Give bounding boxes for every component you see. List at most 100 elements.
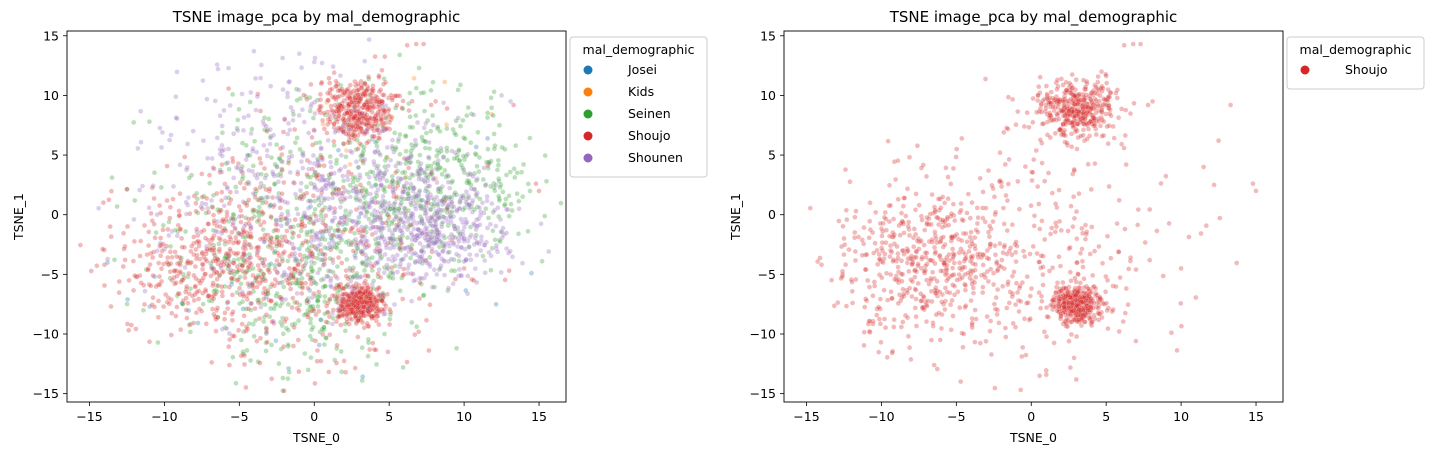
- scatter-point-shoujo: [843, 303, 850, 309]
- scatter-point-shoujo: [339, 260, 345, 266]
- scatter-point-shoujo: [185, 260, 191, 266]
- scatter-point-shoujo: [836, 218, 842, 224]
- scatter-point-shoujo: [817, 255, 823, 261]
- scatter-point-shounen: [154, 212, 160, 218]
- scatter-point-seinen: [248, 357, 254, 364]
- scatter-point-shoujo: [299, 290, 305, 297]
- scatter-point-shoujo: [1142, 239, 1148, 246]
- scatter-point-shounen: [412, 143, 418, 149]
- scatter-point-shounen: [292, 191, 299, 197]
- scatter-point-shoujo: [1099, 260, 1106, 266]
- scatter-point-seinen: [338, 348, 344, 355]
- scatter-point-shoujo: [938, 257, 944, 263]
- scatter-point-shoujo: [887, 254, 893, 260]
- scatter-point-shoujo: [915, 280, 921, 287]
- scatter-point-shounen: [440, 154, 446, 161]
- scatter-point-shounen: [348, 240, 355, 246]
- scatter-point-shoujo: [214, 223, 220, 229]
- scatter-point-shoujo: [861, 342, 867, 349]
- scatter-point-shoujo: [304, 96, 310, 102]
- scatter-point-shounen: [379, 128, 385, 134]
- scatter-point-shoujo: [968, 268, 974, 274]
- scatter-point-shounen: [441, 100, 447, 106]
- scatter-point-shoujo: [1056, 101, 1062, 107]
- scatter-point-josei: [485, 135, 491, 142]
- scatter-point-shounen: [255, 171, 261, 177]
- scatter-point-shoujo: [950, 165, 957, 172]
- scatter-point-shounen: [360, 193, 366, 199]
- scatter-point-kids: [384, 154, 390, 160]
- scatter-point-shounen: [240, 127, 247, 133]
- scatter-point-shounen: [417, 188, 423, 194]
- scatter-point-shoujo: [974, 205, 980, 211]
- scatter-point-shounen: [169, 228, 175, 234]
- scatter-point-seinen: [414, 324, 420, 330]
- scatter-point-shounen: [311, 59, 317, 65]
- scatter-point-seinen: [343, 208, 349, 214]
- scatter-point-shoujo: [895, 251, 901, 257]
- scatter-point-seinen: [287, 149, 294, 155]
- scatter-point-shoujo: [859, 252, 865, 258]
- scatter-point-shounen: [347, 267, 353, 274]
- scatter-point-shoujo: [1060, 279, 1066, 286]
- scatter-point-seinen: [307, 304, 313, 310]
- scatter-point-shounen: [150, 183, 156, 189]
- scatter-point-shounen: [296, 112, 302, 119]
- scatter-point-shounen: [267, 203, 273, 210]
- scatter-point-shoujo: [336, 109, 342, 115]
- scatter-point-shoujo: [360, 319, 366, 326]
- scatter-point-shounen: [426, 242, 432, 248]
- scatter-point-shoujo: [327, 80, 333, 86]
- scatter-point-shoujo: [210, 306, 216, 312]
- scatter-point-shounen: [253, 107, 259, 113]
- scatter-point-shoujo: [321, 163, 327, 169]
- scatter-point-shoujo: [1030, 95, 1036, 102]
- scatter-point-shounen: [434, 194, 440, 200]
- scatter-point-shoujo: [371, 347, 378, 353]
- legend-label-seinen: Seinen: [628, 106, 671, 121]
- scatter-point-shounen: [354, 220, 361, 226]
- scatter-point-shoujo: [1086, 120, 1092, 126]
- scatter-point-shoujo: [350, 132, 356, 138]
- scatter-point-shoujo: [365, 74, 372, 80]
- scatter-point-shounen: [298, 180, 304, 186]
- scatter-point-shoujo: [944, 289, 950, 295]
- scatter-point-seinen: [285, 327, 291, 333]
- scatter-point-shoujo: [151, 195, 157, 202]
- scatter-point-shoujo: [905, 333, 912, 339]
- scatter-point-shoujo: [387, 321, 393, 328]
- scatter-point-shoujo: [246, 197, 252, 203]
- scatter-point-shounen: [342, 214, 348, 220]
- scatter-point-shoujo: [270, 194, 276, 201]
- scatter-point-shounen: [308, 238, 314, 244]
- scatter-point-shoujo: [174, 304, 180, 310]
- scatter-point-shoujo: [426, 347, 432, 354]
- scatter-point-shounen: [295, 169, 301, 175]
- scatter-point-shoujo: [1001, 244, 1007, 250]
- scatter-point-shoujo: [255, 300, 262, 306]
- scatter-point-seinen: [430, 79, 436, 85]
- scatter-point-shoujo: [1104, 80, 1110, 86]
- scatter-point-shounen: [284, 90, 291, 96]
- scatter-point-shoujo: [155, 298, 162, 304]
- scatter-point-seinen: [457, 82, 464, 88]
- scatter-point-shounen: [451, 192, 457, 198]
- scatter-point-shoujo: [230, 260, 237, 266]
- scatter-point-shoujo: [904, 186, 911, 192]
- scatter-point-seinen: [183, 228, 189, 235]
- scatter-point-shounen: [519, 260, 526, 266]
- scatter-point-shoujo: [412, 332, 418, 338]
- scatter-point-shoujo: [1040, 264, 1046, 270]
- scatter-point-shounen: [418, 161, 424, 167]
- scatter-point-shounen: [472, 266, 478, 272]
- scatter-point-shoujo: [343, 369, 349, 375]
- scatter-point-shoujo: [1066, 108, 1072, 114]
- scatter-point-shounen: [329, 310, 336, 317]
- scatter-point-seinen: [491, 146, 498, 152]
- scatter-point-shoujo: [1088, 90, 1094, 96]
- scatter-point-seinen: [359, 345, 365, 351]
- scatter-point-shounen: [245, 113, 252, 119]
- scatter-point-shoujo: [199, 308, 205, 314]
- scatter-point-shounen: [445, 202, 451, 209]
- scatter-point-shounen: [332, 209, 338, 215]
